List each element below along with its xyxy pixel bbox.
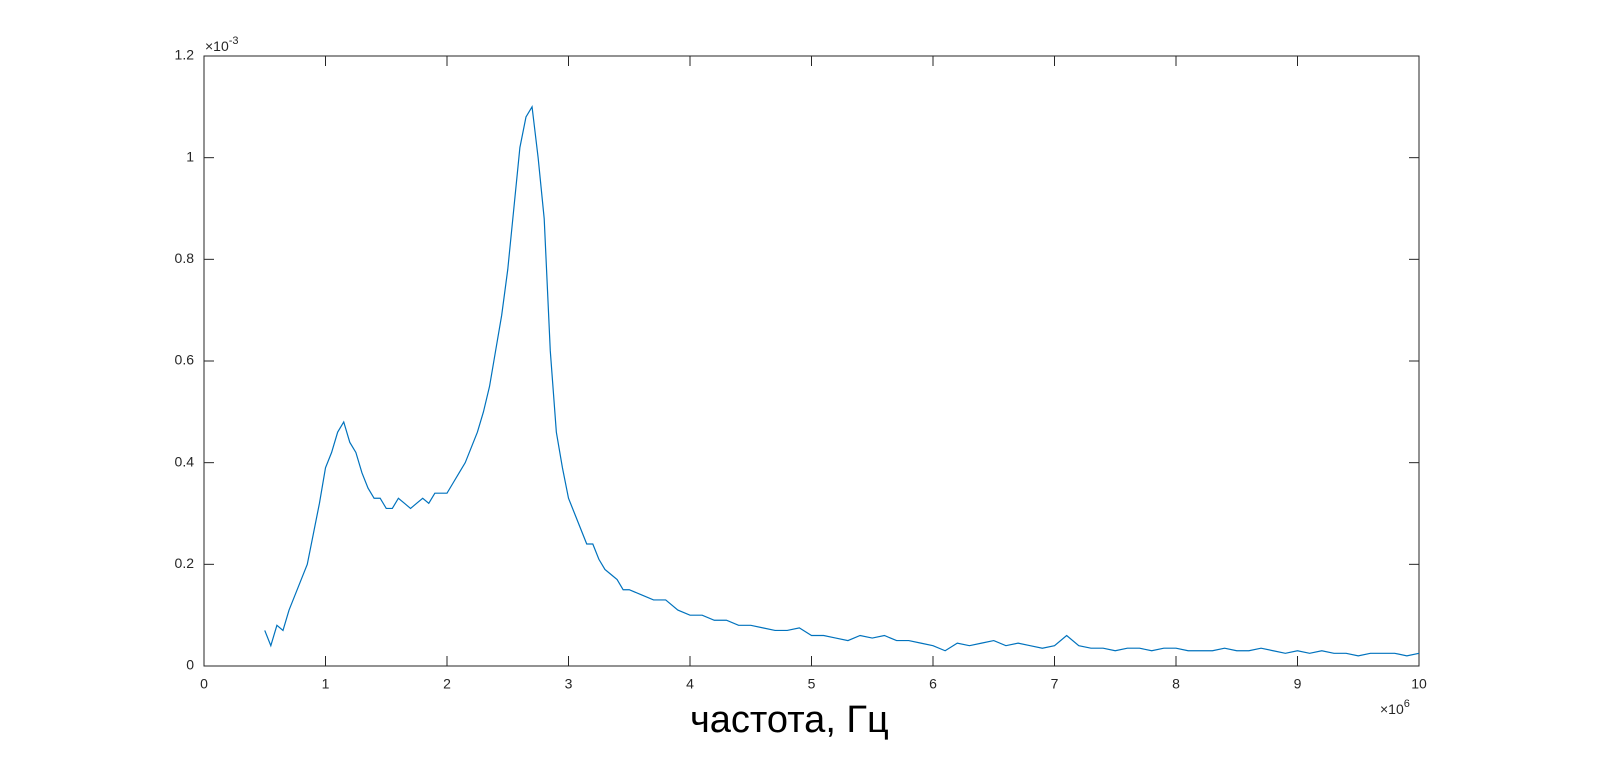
x-tick-label: 0 (200, 676, 208, 692)
x-tick-label: 2 (443, 676, 451, 692)
x-tick-label: 8 (1172, 676, 1180, 692)
y-tick-label: 1.2 (175, 47, 195, 63)
data-line (264, 105, 1420, 657)
x-tick-label: 5 (808, 676, 816, 692)
x-multiplier-base: ×10 (1380, 701, 1404, 717)
y-multiplier-base: ×10 (205, 38, 229, 54)
x-axis-label: частота, Гц (690, 699, 889, 741)
y-tick-label: 0 (186, 657, 194, 673)
x-tick-label: 4 (686, 676, 694, 692)
x-tick-label: 6 (929, 676, 937, 692)
x-multiplier: ×106 (1380, 698, 1410, 717)
x-tick-label: 9 (1294, 676, 1302, 692)
y-tick-label: 0.6 (175, 352, 195, 368)
y-tick-label: 0.2 (175, 555, 195, 571)
y-tick-label: 0.4 (175, 453, 195, 469)
x-multiplier-exponent: 6 (1404, 698, 1410, 710)
x-tick-label: 1 (322, 676, 330, 692)
y-multiplier-exponent: -3 (229, 35, 239, 47)
x-tick-label: 3 (565, 676, 573, 692)
y-multiplier: ×10-3 (205, 35, 239, 54)
y-tick-label: 1 (186, 148, 194, 164)
y-tick-label: 0.8 (175, 250, 195, 266)
x-tick-label: 7 (1051, 676, 1059, 692)
x-tick-label: 10 (1411, 676, 1427, 692)
